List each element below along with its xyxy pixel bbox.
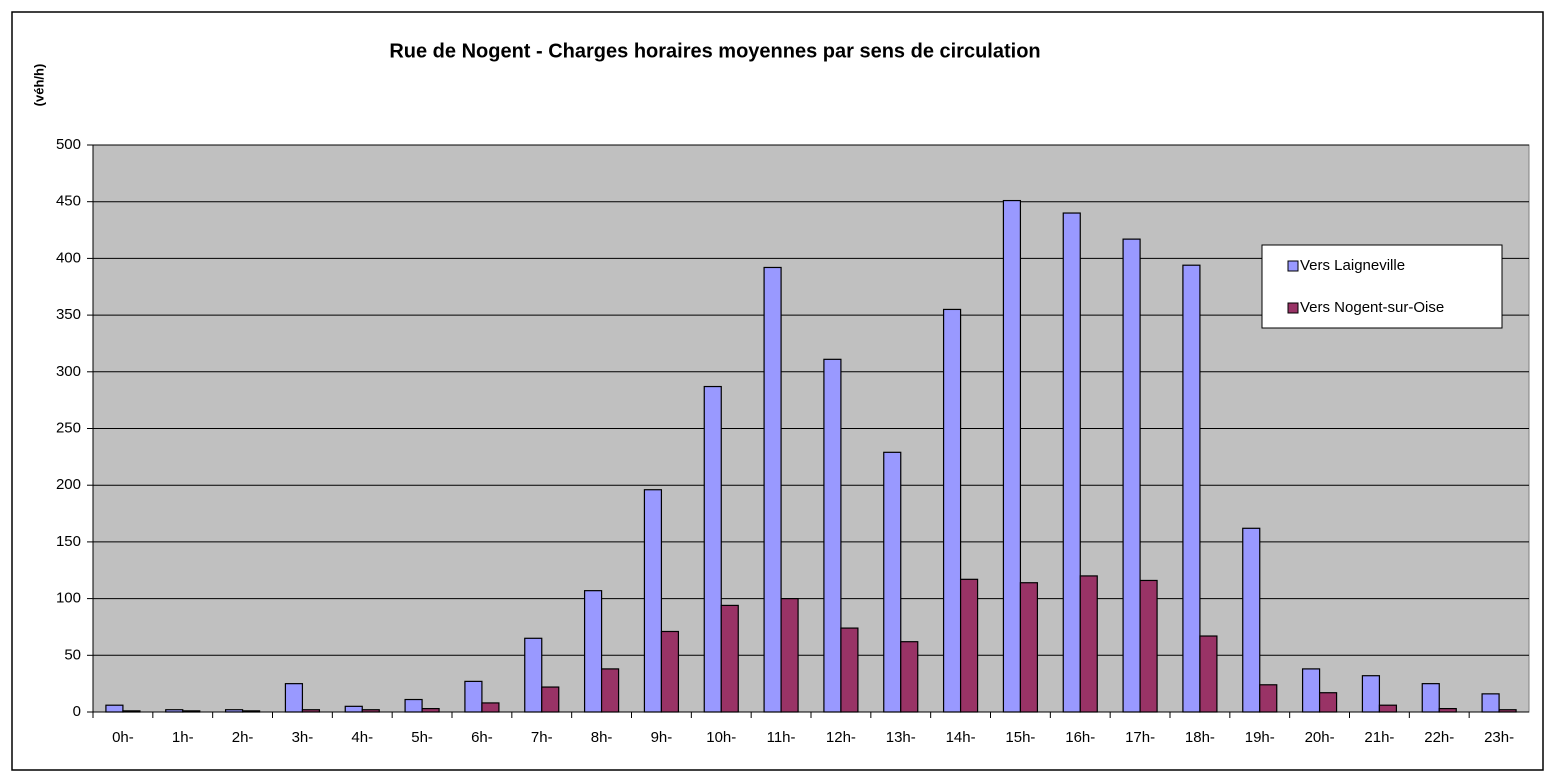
- bar: [583, 590, 603, 713]
- bar: [284, 683, 304, 713]
- x-tick-label: 15h-: [1005, 729, 1035, 746]
- y-axis-label: (véh/h): [31, 64, 46, 107]
- x-tick-label: 1h-: [172, 729, 194, 746]
- y-tick-label: 350: [56, 306, 81, 323]
- bar: [1361, 675, 1381, 713]
- bar: [823, 358, 842, 713]
- x-tick-label: 5h-: [411, 729, 433, 746]
- legend-box: [1261, 244, 1503, 329]
- bar: [1062, 212, 1081, 713]
- x-tick-label: 18h-: [1185, 729, 1215, 746]
- x-tick-label: 4h-: [351, 729, 373, 746]
- bar: [1182, 264, 1201, 713]
- bar: [1438, 707, 1457, 713]
- bar: [541, 686, 560, 713]
- x-tick-label: 0h-: [112, 729, 134, 746]
- bar: [421, 707, 440, 713]
- bar: [1139, 579, 1158, 713]
- x-tick-label: 3h-: [292, 729, 314, 746]
- bar: [600, 668, 620, 713]
- bar: [883, 451, 902, 713]
- bar: [780, 597, 799, 713]
- x-tick-label: 16h-: [1065, 729, 1095, 746]
- legend-swatch: [1287, 260, 1299, 272]
- bar: [105, 704, 124, 713]
- bar: [942, 308, 962, 713]
- x-tick-label: 13h-: [886, 729, 916, 746]
- bar: [1481, 693, 1500, 713]
- x-tick-label: 23h-: [1484, 729, 1514, 746]
- x-tick-label: 8h-: [591, 729, 613, 746]
- y-tick-label: 400: [56, 249, 81, 266]
- x-tick-label: 9h-: [651, 729, 673, 746]
- bar: [1002, 199, 1022, 713]
- bar: [344, 705, 363, 713]
- bar: [1242, 527, 1261, 713]
- bar: [763, 266, 782, 713]
- bar: [1301, 668, 1321, 713]
- x-tick-label: 21h-: [1364, 729, 1394, 746]
- x-tick-label: 10h-: [706, 729, 736, 746]
- x-tick-label: 2h-: [232, 729, 254, 746]
- bar: [1079, 575, 1098, 713]
- bar: [1421, 683, 1440, 713]
- legend-swatch: [1287, 302, 1299, 314]
- bar: [900, 641, 919, 713]
- y-tick-label: 0: [73, 703, 81, 720]
- bar: [1378, 704, 1398, 713]
- bar: [1318, 692, 1338, 713]
- legend-label: Vers Laigneville: [1300, 257, 1405, 274]
- bar: [1122, 238, 1141, 713]
- y-tick-label: 50: [64, 646, 81, 663]
- y-tick-label: 300: [56, 363, 81, 380]
- bar: [959, 578, 979, 713]
- y-tick-label: 150: [56, 533, 81, 550]
- y-tick-label: 200: [56, 476, 81, 493]
- bar: [720, 604, 739, 713]
- chart-title: Rue de Nogent - Charges horaires moyenne…: [389, 40, 1040, 62]
- x-tick-label: 12h-: [826, 729, 856, 746]
- y-tick-label: 500: [56, 136, 81, 153]
- x-tick-label: 20h-: [1305, 729, 1335, 746]
- bar: [840, 627, 859, 713]
- bar: [660, 630, 680, 713]
- bar: [524, 637, 543, 713]
- y-tick-label: 250: [56, 419, 81, 436]
- x-tick-label: 14h-: [946, 729, 976, 746]
- y-tick-label: 100: [56, 590, 81, 607]
- bar: [643, 489, 663, 713]
- y-tick-label: 450: [56, 193, 81, 210]
- legend-label: Vers Nogent-sur-Oise: [1300, 299, 1444, 316]
- x-tick-label: 22h-: [1424, 729, 1454, 746]
- bar: [464, 680, 483, 713]
- bar: [404, 698, 423, 713]
- x-tick-label: 19h-: [1245, 729, 1275, 746]
- x-tick-label: 6h-: [471, 729, 493, 746]
- x-tick-label: 11h-: [767, 729, 796, 746]
- bar: [1199, 635, 1218, 713]
- bar: [703, 385, 722, 713]
- x-tick-label: 7h-: [531, 729, 553, 746]
- bar: [481, 702, 500, 713]
- bar: [1259, 684, 1278, 713]
- bar: [1019, 582, 1039, 713]
- x-tick-label: 17h-: [1125, 729, 1155, 746]
